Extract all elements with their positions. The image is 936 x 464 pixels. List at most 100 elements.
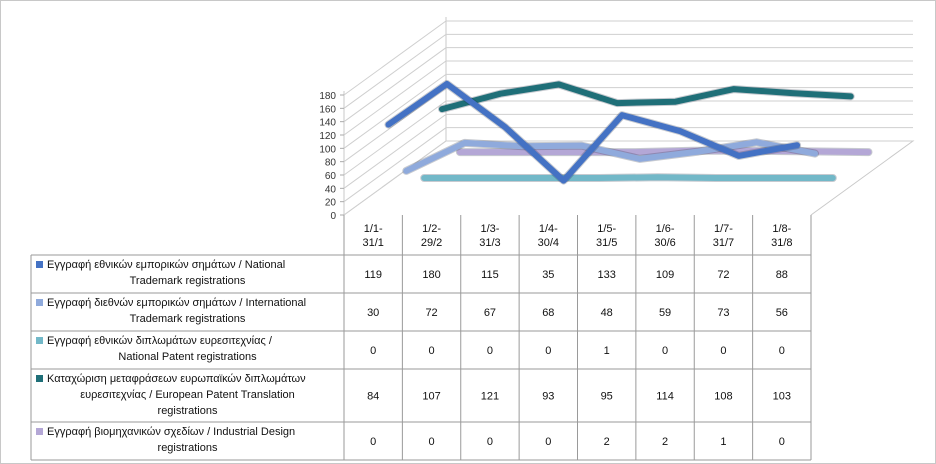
series-point — [754, 140, 759, 145]
data-value: 0 — [487, 345, 493, 357]
series-line — [403, 139, 818, 174]
data-value: 72 — [717, 269, 729, 281]
legend-key — [36, 428, 43, 435]
series-point — [637, 156, 642, 162]
legend-key — [36, 299, 43, 306]
data-value: 107 — [422, 391, 440, 403]
y-tick-label: 120 — [319, 131, 336, 142]
data-value: 121 — [481, 391, 499, 403]
category-label: 1/7- — [714, 223, 733, 235]
data-value: 72 — [425, 307, 437, 319]
series-point — [444, 81, 450, 87]
gridline — [343, 73, 913, 149]
legend-label: Εγγραφή διεθνών εμπορικών σημάτων / Inte… — [47, 297, 306, 309]
y-tick-label: 60 — [325, 171, 337, 182]
data-value: 0 — [720, 345, 726, 357]
y-tick-label: 40 — [325, 184, 337, 195]
legend-label: registrations — [158, 405, 218, 417]
gridline — [343, 113, 913, 189]
series-point — [615, 100, 620, 106]
category-label: 30/6 — [654, 237, 675, 249]
series-point — [579, 143, 584, 148]
y-tick-label: 0 — [330, 211, 336, 222]
series-point — [812, 151, 818, 156]
series-point — [597, 175, 602, 181]
series-line — [385, 80, 801, 184]
series-point — [794, 143, 800, 148]
series-point — [632, 149, 638, 155]
data-value: 0 — [370, 345, 376, 357]
series-point — [866, 149, 871, 155]
data-value: 35 — [542, 269, 554, 281]
data-value: 30 — [367, 307, 379, 319]
category-label: 1/5- — [597, 223, 616, 235]
y-tick-label: 160 — [319, 104, 336, 115]
data-value: 0 — [662, 345, 668, 357]
series-point — [830, 175, 835, 181]
legend-label: Trademark registrations — [130, 275, 246, 287]
data-value: 56 — [776, 307, 788, 319]
series-point — [422, 175, 427, 181]
gridline — [343, 20, 913, 96]
data-value: 0 — [779, 436, 785, 448]
data-value: 2 — [662, 436, 668, 448]
series-point — [556, 82, 561, 87]
category-label: 1/8- — [772, 223, 791, 235]
series-point — [790, 90, 795, 96]
category-label: 1/3- — [480, 223, 499, 235]
legend-label: National Patent registrations — [118, 351, 257, 363]
series-point — [673, 99, 678, 104]
series-point — [736, 153, 741, 159]
gridline — [343, 60, 913, 136]
data-value: 73 — [717, 307, 729, 319]
series-point — [619, 113, 625, 118]
category-label: 1/2- — [422, 223, 441, 235]
data-value: 0 — [370, 436, 376, 448]
data-value: 68 — [542, 307, 554, 319]
series-point — [498, 91, 503, 96]
series-point — [561, 178, 566, 183]
series-point — [480, 175, 485, 181]
legend-label: Εγγραφή βιομηχανικών σχεδίων / Industria… — [47, 426, 295, 438]
data-value: 180 — [422, 269, 440, 281]
category-label: 29/2 — [421, 237, 442, 249]
series-point — [713, 175, 719, 181]
series-point — [457, 149, 463, 155]
data-value: 0 — [429, 436, 435, 448]
series-point — [772, 175, 777, 181]
data-value: 48 — [601, 307, 613, 319]
category-label: 31/3 — [479, 237, 500, 249]
y-tick-label: 20 — [325, 198, 337, 209]
legend-label: Εγγραφή εθνικών διπλωμάτων ευρεσιτεχνίας… — [47, 335, 273, 347]
data-value: 1 — [604, 345, 610, 357]
series-point — [731, 86, 737, 92]
data-value: 109 — [656, 269, 674, 281]
legend-label: registrations — [158, 442, 218, 454]
legend-label: ευρεσιτεχνίας / European Patent Translat… — [80, 389, 295, 401]
y-tick-label: 100 — [319, 144, 336, 155]
data-value: 0 — [545, 436, 551, 448]
data-value: 108 — [714, 391, 732, 403]
series-point — [439, 106, 445, 112]
data-value: 67 — [484, 307, 496, 319]
data-value: 133 — [598, 269, 616, 281]
series-point — [386, 122, 391, 127]
series-point — [404, 168, 409, 174]
data-value: 114 — [656, 391, 674, 403]
series-point — [678, 129, 683, 134]
data-value: 1 — [720, 436, 726, 448]
series-point — [538, 175, 544, 181]
category-label: 31/5 — [596, 237, 617, 249]
legend-key — [36, 337, 43, 344]
data-value: 95 — [601, 391, 613, 403]
series-point — [696, 149, 701, 154]
category-label: 1/6- — [656, 223, 675, 235]
series-line — [421, 174, 836, 181]
data-value: 2 — [604, 436, 610, 448]
data-value: 88 — [776, 269, 788, 281]
legend-key — [36, 261, 43, 268]
y-tick-label: 180 — [319, 91, 336, 102]
data-value: 93 — [542, 391, 554, 403]
gridline — [343, 100, 913, 176]
